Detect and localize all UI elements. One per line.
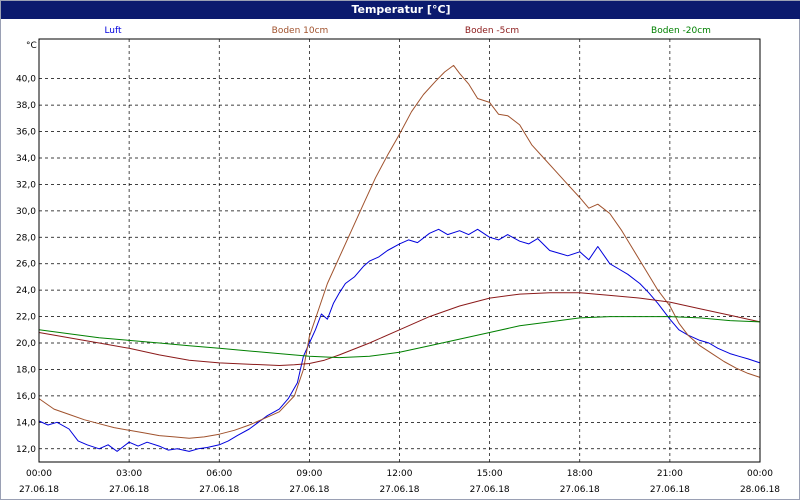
- x-tick-date: 27.06.18: [199, 485, 239, 495]
- plot-area-border: [38, 38, 761, 463]
- y-tick-label: 12,0: [16, 445, 36, 455]
- series-line-3: [38, 292, 761, 366]
- y-tick-labels: 12,0 14,0 16,0 18,0 20,0 22,0 24,0 26,0 28,0 30,0…: [16, 75, 36, 455]
- x-tick-date: 27.06.18: [379, 485, 419, 495]
- legend-entry: Boden -20cm: [651, 26, 711, 36]
- x-tick-time: 15:00: [477, 469, 503, 479]
- x-tick-time: 18:00: [567, 469, 593, 479]
- x-tick-time: 06:00: [206, 469, 232, 479]
- x-tick-date: 27.06.18: [560, 485, 600, 495]
- y-tick-label: 22,0: [16, 313, 36, 323]
- legend: Luft Boden 10cm Boden -5cm Boden -20cm: [104, 26, 711, 36]
- y-tick-label: 24,0: [16, 286, 36, 296]
- series-line-4: [38, 316, 761, 359]
- y-tick-label: 20,0: [16, 339, 36, 349]
- x-tick-labels: 00:00 27.06.18 03:00 27.06.18 06:00 27.06.18 0…: [19, 469, 780, 495]
- y-tick-label: 32,0: [16, 180, 36, 190]
- y-tick-label: 16,0: [16, 392, 36, 402]
- y-tick-label: 40,0: [16, 75, 36, 85]
- y-axis-unit-label: °C: [26, 41, 37, 51]
- y-tick-label: 14,0: [16, 418, 36, 428]
- legend-entry: Boden 10cm: [272, 26, 329, 36]
- y-tick-label: 36,0: [16, 128, 36, 138]
- y-tick-label: 38,0: [16, 101, 36, 111]
- y-tick-label: 18,0: [16, 365, 36, 375]
- y-tick-label: 30,0: [16, 207, 36, 217]
- x-tick-time: 00:00: [747, 469, 773, 479]
- x-tick-time: 03:00: [116, 469, 142, 479]
- series-line-1: [38, 228, 761, 452]
- x-tick-date: 27.06.18: [470, 485, 510, 495]
- x-tick-time: 21:00: [657, 469, 683, 479]
- x-tick-time: 12:00: [387, 469, 413, 479]
- legend-entry: Boden -5cm: [465, 26, 519, 36]
- x-tick-date: 27.06.18: [650, 485, 690, 495]
- series-line-2: [38, 64, 761, 439]
- series-lines: [38, 64, 761, 452]
- grid: [39, 39, 760, 462]
- legend-entry: Luft: [104, 26, 122, 36]
- y-tick-label: 34,0: [16, 154, 36, 164]
- x-tick-time: 00:00: [26, 469, 52, 479]
- y-tick-label: 26,0: [16, 260, 36, 270]
- x-tick-date: 27.06.18: [19, 485, 59, 495]
- x-tick-time: 09:00: [296, 469, 322, 479]
- x-tick-date: 27.06.18: [289, 485, 329, 495]
- x-tick-date: 27.06.18: [109, 485, 149, 495]
- chart-title: Temperatur [°C]: [1, 1, 800, 19]
- x-tick-date: 28.06.18: [740, 485, 780, 495]
- y-tick-label: 28,0: [16, 233, 36, 243]
